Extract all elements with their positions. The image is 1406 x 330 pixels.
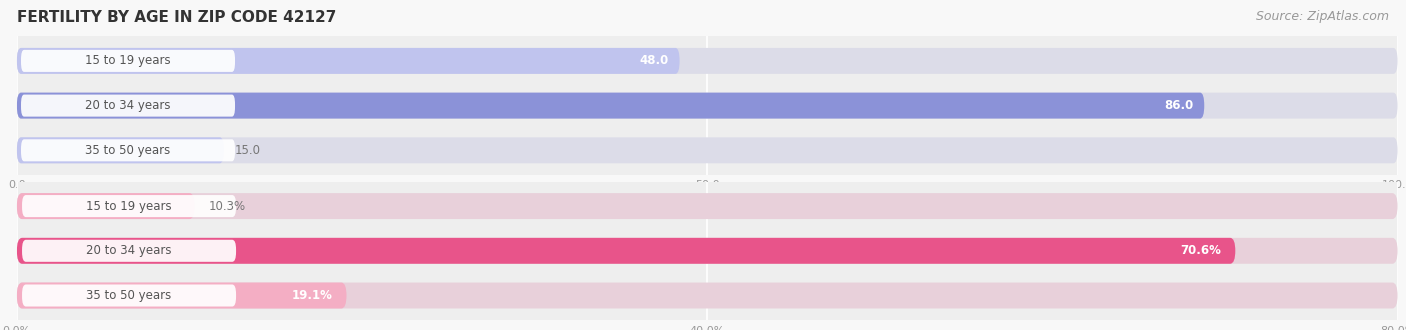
FancyBboxPatch shape	[22, 284, 236, 307]
FancyBboxPatch shape	[17, 93, 1205, 118]
FancyBboxPatch shape	[21, 95, 235, 116]
FancyBboxPatch shape	[21, 139, 235, 161]
FancyBboxPatch shape	[17, 137, 1398, 163]
FancyBboxPatch shape	[17, 137, 224, 163]
FancyBboxPatch shape	[22, 240, 236, 262]
FancyBboxPatch shape	[17, 93, 1398, 118]
Text: 15 to 19 years: 15 to 19 years	[86, 200, 172, 213]
Text: 10.3%: 10.3%	[208, 200, 246, 213]
Text: 86.0: 86.0	[1164, 99, 1194, 112]
FancyBboxPatch shape	[17, 238, 1398, 264]
FancyBboxPatch shape	[17, 238, 1236, 264]
FancyBboxPatch shape	[17, 282, 346, 309]
FancyBboxPatch shape	[17, 193, 194, 219]
Text: Source: ZipAtlas.com: Source: ZipAtlas.com	[1256, 10, 1389, 23]
Text: 15 to 19 years: 15 to 19 years	[86, 54, 172, 67]
Text: 70.6%: 70.6%	[1181, 244, 1222, 257]
FancyBboxPatch shape	[21, 50, 235, 72]
Text: 20 to 34 years: 20 to 34 years	[86, 99, 170, 112]
Text: 35 to 50 years: 35 to 50 years	[86, 289, 172, 302]
FancyBboxPatch shape	[17, 193, 1398, 219]
Text: FERTILITY BY AGE IN ZIP CODE 42127: FERTILITY BY AGE IN ZIP CODE 42127	[17, 10, 336, 25]
Text: 19.1%: 19.1%	[292, 289, 333, 302]
FancyBboxPatch shape	[22, 195, 236, 217]
FancyBboxPatch shape	[17, 282, 1398, 309]
Text: 35 to 50 years: 35 to 50 years	[86, 144, 170, 157]
Text: 15.0: 15.0	[235, 144, 262, 157]
Text: 20 to 34 years: 20 to 34 years	[86, 244, 172, 257]
FancyBboxPatch shape	[17, 48, 1398, 74]
Text: 48.0: 48.0	[640, 54, 669, 67]
FancyBboxPatch shape	[17, 48, 679, 74]
